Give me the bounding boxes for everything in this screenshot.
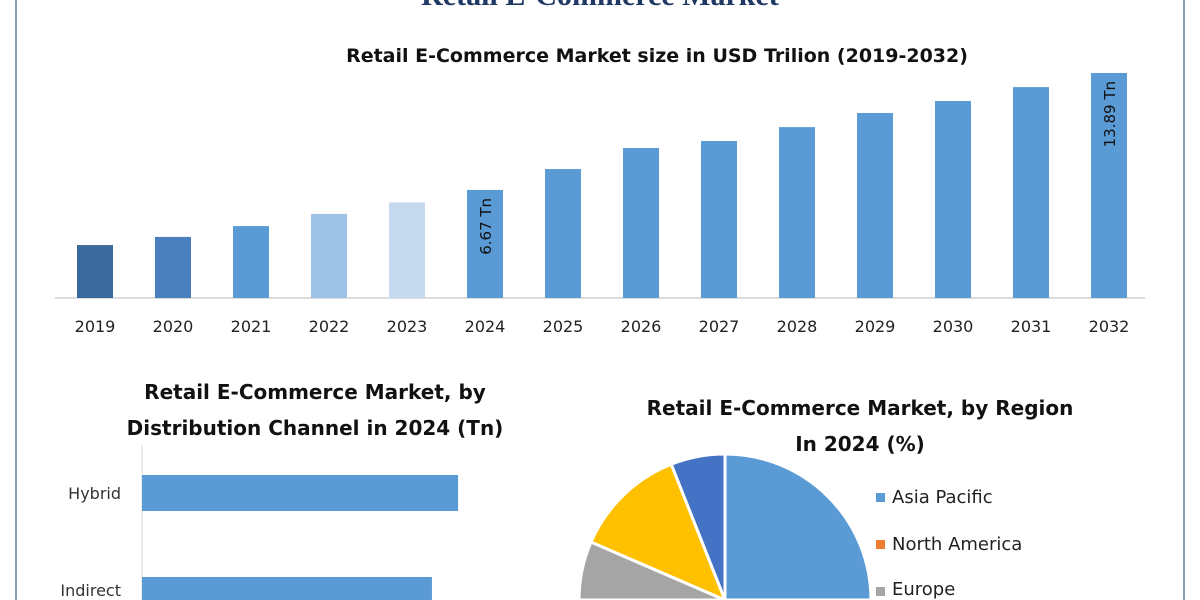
infographic-frame	[15, 0, 1185, 600]
bar-2031	[1013, 87, 1049, 299]
pie-slice-asia-pacific	[723, 452, 873, 600]
channel-title-line-1: Retail E-Commerce Market, by	[144, 380, 486, 404]
y-tick-label-indirect: Indirect	[60, 581, 121, 600]
region-chart-title: Retail E-Commerce Market, by Region In 2…	[580, 390, 1140, 462]
x-tick-label-2028: 2028	[777, 317, 818, 336]
channel-chart-title: Retail E-Commerce Market, by Distributio…	[60, 374, 570, 446]
legend-label-asia-pacific: Asia Pacific	[892, 487, 993, 508]
x-tick-label-2021: 2021	[231, 317, 272, 336]
legend-swatch-europe	[876, 587, 885, 596]
bar-2029	[857, 112, 893, 298]
x-tick-label-2029: 2029	[855, 317, 896, 336]
x-tick-label-2032: 2032	[1089, 317, 1130, 336]
bar-2026	[623, 147, 659, 298]
bar-2030	[935, 101, 971, 299]
x-tick-label-2024: 2024	[465, 317, 506, 336]
legend-swatch-north-america	[876, 540, 885, 549]
bar-2027	[701, 141, 737, 298]
bar-2023	[389, 202, 425, 298]
legend-label-europe: Europe	[892, 579, 955, 600]
bar-2024	[467, 189, 503, 298]
x-tick-label-2026: 2026	[621, 317, 662, 336]
bar-2022	[311, 213, 347, 298]
x-tick-label-2025: 2025	[543, 317, 584, 336]
legend-label-north-america: North America	[892, 534, 1022, 555]
pie-slice-region-5	[669, 452, 727, 600]
x-tick-label-2030: 2030	[933, 317, 974, 336]
hbar-hybrid	[142, 475, 459, 511]
region-title-line-2: In 2024 (%)	[795, 432, 925, 456]
data-label-2024: 6.67 Tn	[477, 198, 495, 255]
bar-2020	[155, 236, 191, 298]
x-tick-label-2027: 2027	[699, 317, 740, 336]
pie-slice-region-4	[589, 462, 727, 600]
bar-2025	[545, 169, 581, 298]
x-tick-label-2020: 2020	[153, 317, 194, 336]
main-title: Retail E-Commerce Market	[0, 0, 1200, 11]
bar-2032	[1091, 72, 1127, 299]
x-tick-label-2022: 2022	[309, 317, 350, 336]
x-tick-label-2023: 2023	[387, 317, 428, 336]
bar-2021	[233, 226, 269, 298]
hbar-indirect	[142, 577, 432, 600]
data-label-2032: 13.89 Tn	[1101, 81, 1119, 147]
x-tick-label-2031: 2031	[1011, 317, 1052, 336]
bar-2028	[779, 127, 815, 298]
bar-2019	[77, 245, 113, 298]
channel-title-line-2: Distribution Channel in 2024 (Tn)	[126, 416, 504, 440]
legend-swatch-asia-pacific	[876, 493, 885, 502]
bar-chart-title: Retail E-Commerce Market size in USD Tri…	[346, 45, 968, 67]
x-tick-label-2019: 2019	[75, 317, 116, 336]
y-tick-label-hybrid: Hybrid	[68, 484, 121, 503]
region-title-line-1: Retail E-Commerce Market, by Region	[646, 396, 1074, 420]
